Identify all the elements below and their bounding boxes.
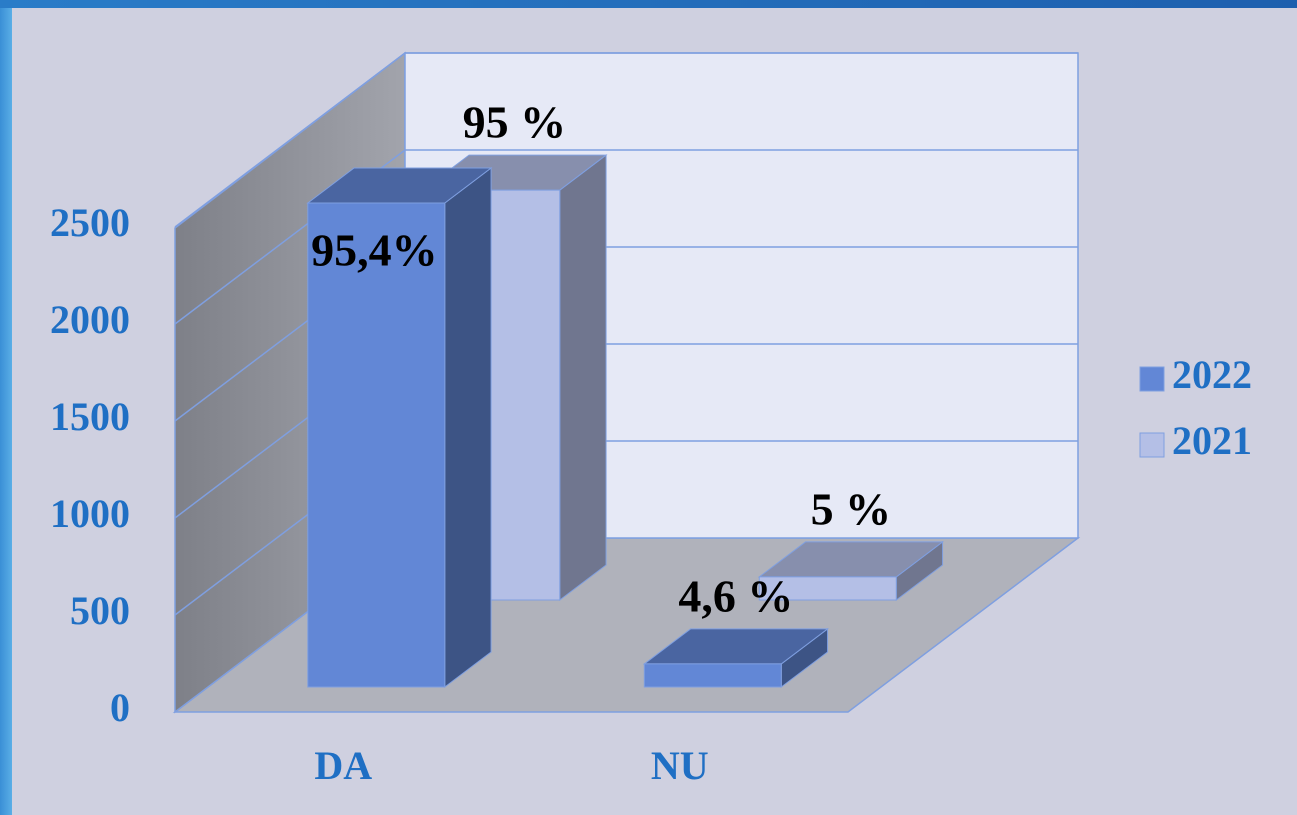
legend-label: 2022 — [1172, 352, 1252, 397]
data-label: 4,6 % — [678, 570, 793, 621]
y-tick-label: 2500 — [50, 200, 130, 245]
y-tick-label: 500 — [70, 588, 130, 633]
bar — [758, 576, 897, 601]
grid-line — [174, 149, 1078, 325]
x-tick-label: DA — [314, 743, 372, 788]
y-tick-label: 1500 — [50, 394, 130, 439]
grid-line — [174, 52, 1078, 228]
bar-side — [444, 166, 492, 689]
x-tick-label: NU — [651, 743, 709, 788]
data-label: 5 % — [811, 483, 892, 534]
bar-side — [559, 154, 607, 602]
bar — [643, 663, 782, 688]
y-tick-label: 1000 — [50, 491, 130, 536]
legend-label: 2021 — [1172, 418, 1252, 463]
top-border — [0, 0, 1297, 8]
legend-swatch — [1139, 432, 1165, 458]
y-tick-label: 2000 — [50, 297, 130, 342]
data-label: 95 % — [463, 97, 567, 148]
data-label: 95,4% — [311, 225, 438, 276]
bar — [307, 202, 446, 688]
legend-swatch — [1139, 366, 1165, 392]
y-tick-label: 0 — [110, 685, 130, 730]
